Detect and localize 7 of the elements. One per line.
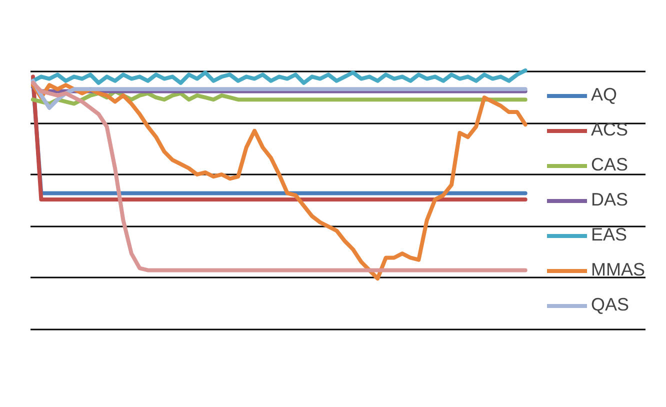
legend-label: EAS: [591, 224, 628, 246]
legend-label: CAS: [591, 154, 628, 176]
legend-label: MMAS: [591, 260, 645, 280]
legend-label: DAS: [591, 190, 628, 210]
legend-label: AQ: [591, 84, 618, 106]
legend-label: ACS: [591, 120, 628, 140]
legend-label: QAS: [591, 294, 630, 316]
